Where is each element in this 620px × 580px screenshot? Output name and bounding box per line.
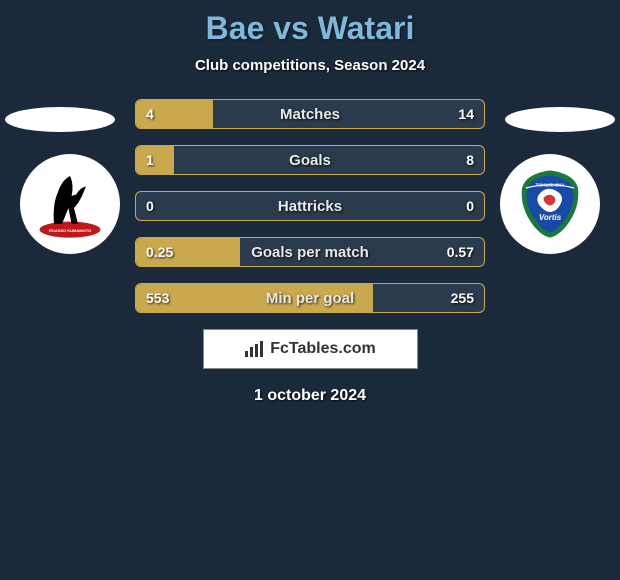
chart-icon: [244, 340, 264, 358]
svg-text:Vortis: Vortis: [539, 213, 562, 222]
stat-label: Goals per match: [136, 238, 484, 266]
watermark: FcTables.com: [203, 329, 418, 369]
page-title: Bae vs Watari: [0, 0, 620, 47]
stat-value-right: 8: [456, 146, 484, 174]
stat-row: 1Goals8: [135, 145, 485, 175]
comparison-content: ROASSO KUMAMOTO TOKUSHIMA Vortis 4Matche…: [0, 99, 620, 405]
stat-value-right: 14: [448, 100, 484, 128]
stat-label: Hattricks: [136, 192, 484, 220]
stat-value-right: 0: [456, 192, 484, 220]
stats-bars: 4Matches14 1Goals8 0Hattricks0 0.25Goals pe…: [135, 99, 485, 313]
stat-label: Min per goal: [136, 284, 484, 312]
stat-value-right: 255: [441, 284, 484, 312]
stat-label: Goals: [136, 146, 484, 174]
stat-row: 4Matches14: [135, 99, 485, 129]
svg-text:TOKUSHIMA: TOKUSHIMA: [536, 182, 565, 188]
team-crest-left: ROASSO KUMAMOTO: [20, 154, 120, 254]
stat-label: Matches: [136, 100, 484, 128]
svg-text:ROASSO KUMAMOTO: ROASSO KUMAMOTO: [49, 228, 91, 233]
watermark-text: FcTables.com: [270, 340, 376, 358]
nation-ellipse-left: [5, 107, 115, 132]
stat-row: 0.25Goals per match0.57: [135, 237, 485, 267]
stat-value-right: 0.57: [437, 238, 484, 266]
subtitle: Club competitions, Season 2024: [0, 57, 620, 74]
roasso-crest-icon: ROASSO KUMAMOTO: [30, 164, 110, 244]
team-crest-right: TOKUSHIMA Vortis: [500, 154, 600, 254]
stat-row: 553Min per goal255: [135, 283, 485, 313]
stat-row: 0Hattricks0: [135, 191, 485, 221]
vortis-crest-icon: TOKUSHIMA Vortis: [510, 164, 590, 244]
nation-ellipse-right: [505, 107, 615, 132]
date-label: 1 october 2024: [0, 387, 620, 405]
